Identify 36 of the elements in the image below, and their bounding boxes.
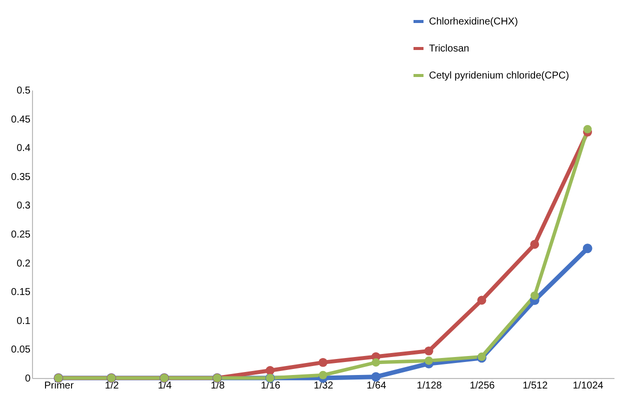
y-tick-label: 0.5 bbox=[16, 86, 31, 96]
point bbox=[318, 358, 328, 367]
x-tick-label: 1/512 bbox=[522, 380, 548, 392]
point bbox=[530, 291, 539, 300]
y-tick-label: 0.15 bbox=[11, 287, 31, 298]
x-tick-label: 1/256 bbox=[470, 380, 496, 392]
y-tick-label: 0.45 bbox=[11, 114, 31, 126]
y-tick-label: 0.3 bbox=[16, 200, 31, 212]
x-tick-label: Primer bbox=[44, 380, 74, 392]
y-tick-label: 0.1 bbox=[16, 316, 31, 327]
y-tick-label: 0.2 bbox=[16, 258, 31, 270]
legend-label: Triclosan bbox=[429, 44, 470, 54]
point bbox=[372, 358, 380, 367]
point bbox=[266, 366, 275, 375]
x-tick-label: 1/1024 bbox=[572, 380, 604, 392]
point bbox=[424, 346, 434, 356]
x-tick-label: 1/4 bbox=[158, 380, 172, 392]
y-tick-label: 0 bbox=[24, 374, 31, 384]
x-tick-label: 1/8 bbox=[210, 380, 226, 392]
x-tick-label: 1/128 bbox=[416, 380, 442, 392]
legend-label: Cetyl pyridenium chloride(CPC) bbox=[429, 70, 570, 82]
y-tick-label: 0.4 bbox=[16, 143, 31, 154]
point bbox=[530, 240, 540, 249]
x-tick-label: 1/16 bbox=[260, 380, 281, 392]
point bbox=[424, 356, 433, 365]
x-tick-label: 1/2 bbox=[104, 380, 120, 392]
point bbox=[582, 244, 592, 254]
legend-label: Chlorhexidine(CHX) bbox=[429, 16, 518, 28]
point bbox=[318, 370, 328, 380]
x-tick-label: 1/64 bbox=[366, 380, 387, 392]
point bbox=[477, 296, 486, 305]
y-tick-label: 0.35 bbox=[11, 172, 31, 183]
y-tick-label: 0.25 bbox=[11, 230, 31, 240]
point bbox=[583, 124, 592, 134]
point bbox=[371, 372, 381, 382]
y-tick-label: 0.05 bbox=[11, 344, 31, 356]
